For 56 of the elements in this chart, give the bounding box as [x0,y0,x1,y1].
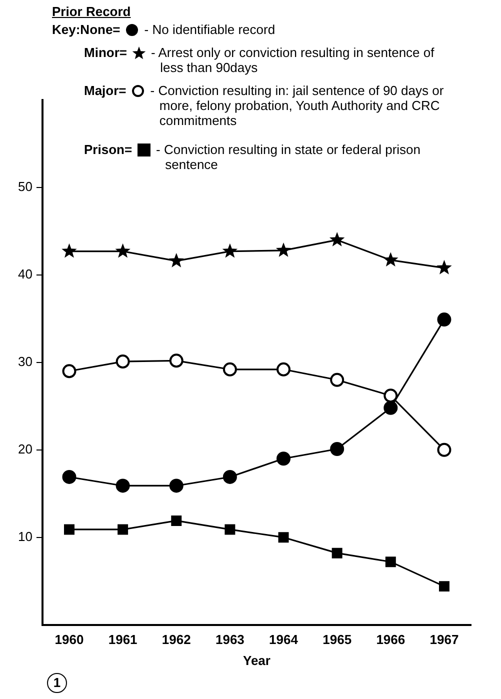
point [383,252,398,267]
y-tick-label: 50 [18,179,32,194]
annotation: - Conviction resulting in state or federal prison sentence [156,142,422,172]
point [115,243,130,258]
point [437,312,452,327]
point [168,252,184,268]
x-tick-label: 1967 [430,632,459,648]
point [116,354,130,369]
point [169,478,184,493]
point [222,362,237,376]
x-tick-label: 1960 [54,632,84,648]
point [64,524,74,535]
point [224,524,236,535]
point [276,242,292,257]
point [116,478,130,493]
point [329,232,345,246]
point [222,470,237,484]
x-axis-title: Year [242,652,270,668]
x-tick-label: 1966 [376,632,406,648]
legend-label: Prison= [84,142,132,157]
legend-label: Minor= [84,45,127,60]
x-tick-label: 1963 [215,632,244,648]
point [330,442,344,456]
x-tick-label: 1961 [108,632,138,648]
text: - No identifiable record [144,22,276,37]
x-tick-label: 1962 [162,632,191,648]
x-tick-label: 1964 [269,632,299,648]
point [438,581,450,592]
point [278,532,289,543]
point [276,452,291,466]
point [222,243,238,258]
y-tick-label: 30 [18,354,32,369]
point [332,548,342,558]
y-tick-label: 40 [18,266,32,282]
point [169,354,184,368]
point [276,362,291,376]
point [171,515,182,526]
y-tick-label: 10 [18,528,32,544]
point [118,524,128,535]
y-tick-label: 20 [18,441,32,456]
point [436,260,452,274]
point [330,372,344,387]
legend-label: Major= [84,83,126,98]
point [385,556,396,568]
point [62,364,76,378]
point [384,400,398,415]
text: Key:None= [52,22,120,37]
point [437,442,452,457]
text: - Arrest only or conviction resulting in sentence of less than 90days [150,45,436,75]
legend-title: Prior Record [52,4,132,19]
x-tick-label: 1965 [322,632,352,648]
point [62,243,77,258]
text: 1 [47,673,67,693]
point [62,470,76,484]
point [384,388,398,403]
annotation: - Conviction resulting in: jail sentence of 90 days or more, felony probation, Youth Authority and CRC commitments [150,83,445,128]
